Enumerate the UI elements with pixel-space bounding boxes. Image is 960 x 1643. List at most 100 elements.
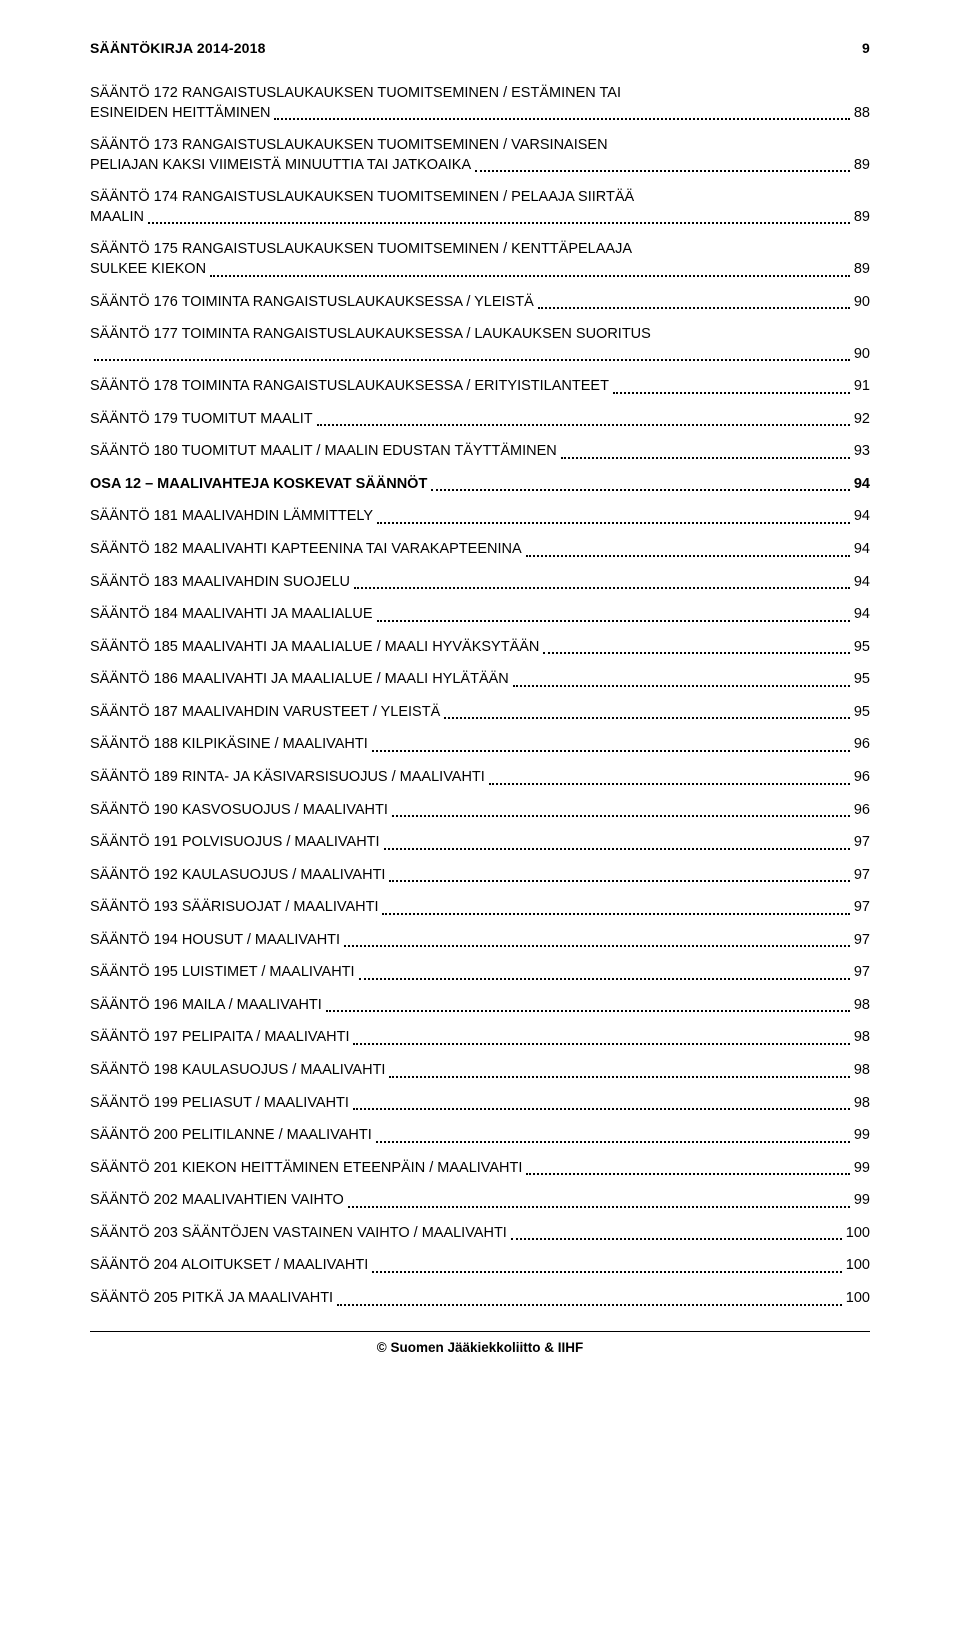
toc-entry-line2-row: MAALIN89 bbox=[90, 208, 870, 228]
toc-entry-label: SÄÄNTÖ 196 MAILA / MAALIVAHTI bbox=[90, 996, 322, 1016]
toc-leader bbox=[389, 1076, 849, 1078]
toc-entry-page: 95 bbox=[854, 670, 870, 690]
toc-leader bbox=[274, 118, 849, 120]
toc-leader bbox=[348, 1206, 850, 1208]
toc-entry: SÄÄNTÖ 190 KASVOSUOJUS / MAALIVAHTI96 bbox=[90, 801, 870, 821]
toc-entry-label: SÄÄNTÖ 198 KAULASUOJUS / MAALIVAHTI bbox=[90, 1061, 385, 1081]
toc-leader bbox=[337, 1304, 842, 1306]
toc-entry-page: 90 bbox=[854, 345, 870, 365]
toc-entry-page: 93 bbox=[854, 442, 870, 462]
toc-entry-page: 97 bbox=[854, 898, 870, 918]
toc-leader bbox=[94, 359, 850, 361]
toc-entry-label: SÄÄNTÖ 192 KAULASUOJUS / MAALIVAHTI bbox=[90, 866, 385, 886]
toc-entry-page: 94 bbox=[854, 573, 870, 593]
toc-entry-label: SÄÄNTÖ 197 PELIPAITA / MAALIVAHTI bbox=[90, 1028, 349, 1048]
toc-entry-label: SÄÄNTÖ 205 PITKÄ JA MAALIVAHTI bbox=[90, 1289, 333, 1309]
toc-entry-page: 99 bbox=[854, 1126, 870, 1146]
toc-leader bbox=[489, 783, 850, 785]
toc-leader bbox=[148, 222, 850, 224]
toc-entry-page: 98 bbox=[854, 996, 870, 1016]
toc-leader bbox=[326, 1010, 850, 1012]
toc-leader bbox=[475, 170, 850, 172]
toc-leader bbox=[384, 848, 850, 850]
toc-entry-page: 96 bbox=[854, 768, 870, 788]
toc-entry-page: 97 bbox=[854, 866, 870, 886]
toc-entry-page: 88 bbox=[854, 104, 870, 124]
toc-leader bbox=[359, 978, 850, 980]
toc-leader bbox=[526, 1173, 849, 1175]
toc-entry-label: SÄÄNTÖ 176 TOIMINTA RANGAISTUSLAUKAUKSES… bbox=[90, 293, 534, 313]
toc-entry: SÄÄNTÖ 173 RANGAISTUSLAUKAUKSEN TUOMITSE… bbox=[90, 136, 870, 175]
toc-entry: SÄÄNTÖ 200 PELITILANNE / MAALIVAHTI99 bbox=[90, 1126, 870, 1146]
toc-entry-label: SÄÄNTÖ 203 SÄÄNTÖJEN VASTAINEN VAIHTO / … bbox=[90, 1224, 507, 1244]
toc-entry-label: SÄÄNTÖ 187 MAALIVAHDIN VARUSTEET / YLEIS… bbox=[90, 703, 440, 723]
footer-rule bbox=[90, 1331, 870, 1332]
toc-entry-line2: ESINEIDEN HEITTÄMINEN bbox=[90, 104, 270, 124]
page-header: SÄÄNTÖKIRJA 2014-2018 9 bbox=[90, 40, 870, 56]
toc-entry: SÄÄNTÖ 194 HOUSUT / MAALIVAHTI97 bbox=[90, 931, 870, 951]
toc-entry-page: 99 bbox=[854, 1159, 870, 1179]
toc-leader bbox=[372, 1271, 842, 1273]
toc-entry: SÄÄNTÖ 202 MAALIVAHTIEN VAIHTO99 bbox=[90, 1191, 870, 1211]
toc-leader bbox=[538, 307, 850, 309]
toc-leader bbox=[444, 717, 850, 719]
toc-entry: SÄÄNTÖ 203 SÄÄNTÖJEN VASTAINEN VAIHTO / … bbox=[90, 1224, 870, 1244]
toc-entry-label: SÄÄNTÖ 193 SÄÄRISUOJAT / MAALIVAHTI bbox=[90, 898, 378, 918]
toc-entry-page: 94 bbox=[854, 605, 870, 625]
toc-entry-label: SÄÄNTÖ 189 RINTA- JA KÄSIVARSISUOJUS / M… bbox=[90, 768, 485, 788]
toc-leader bbox=[372, 750, 850, 752]
toc-leader bbox=[431, 489, 850, 491]
toc-entry-label: SÄÄNTÖ 201 KIEKON HEITTÄMINEN ETEENPÄIN … bbox=[90, 1159, 522, 1179]
toc-entry-label: SÄÄNTÖ 178 TOIMINTA RANGAISTUSLAUKAUKSES… bbox=[90, 377, 609, 397]
toc-entry-label: SÄÄNTÖ 185 MAALIVAHTI JA MAALIALUE / MAA… bbox=[90, 638, 539, 658]
toc-leader bbox=[317, 424, 850, 426]
toc-entry-line1: SÄÄNTÖ 175 RANGAISTUSLAUKAUKSEN TUOMITSE… bbox=[90, 240, 870, 260]
toc-entry: SÄÄNTÖ 196 MAILA / MAALIVAHTI 98 bbox=[90, 996, 870, 1016]
toc-entry-line1: SÄÄNTÖ 174 RANGAISTUSLAUKAUKSEN TUOMITSE… bbox=[90, 188, 870, 208]
toc-entry: OSA 12 – MAALIVAHTEJA KOSKEVAT SÄÄNNÖT94 bbox=[90, 475, 870, 495]
toc-entry: SÄÄNTÖ 195 LUISTIMET / MAALIVAHTI 97 bbox=[90, 963, 870, 983]
toc-leader bbox=[561, 457, 850, 459]
toc-entry-page: 95 bbox=[854, 703, 870, 723]
toc-entry-line2-row: SULKEE KIEKON89 bbox=[90, 260, 870, 280]
toc-entry: SÄÄNTÖ 180 TUOMITUT MAALIT / MAALIN EDUS… bbox=[90, 442, 870, 462]
toc-leader bbox=[353, 1043, 849, 1045]
toc-entry-page: 89 bbox=[854, 208, 870, 228]
toc-entry: SÄÄNTÖ 174 RANGAISTUSLAUKAUKSEN TUOMITSE… bbox=[90, 188, 870, 227]
toc-entry-page: 90 bbox=[854, 293, 870, 313]
toc-entry: SÄÄNTÖ 178 TOIMINTA RANGAISTUSLAUKAUKSES… bbox=[90, 377, 870, 397]
toc-entry: SÄÄNTÖ 189 RINTA- JA KÄSIVARSISUOJUS / M… bbox=[90, 768, 870, 788]
toc-entry: SÄÄNTÖ 186 MAALIVAHTI JA MAALIALUE / MAA… bbox=[90, 670, 870, 690]
toc-entry: SÄÄNTÖ 172 RANGAISTUSLAUKAUKSEN TUOMITSE… bbox=[90, 84, 870, 123]
toc-leader bbox=[392, 815, 850, 817]
toc-entry-page: 100 bbox=[846, 1224, 870, 1244]
toc-entry: SÄÄNTÖ 185 MAALIVAHTI JA MAALIALUE / MAA… bbox=[90, 638, 870, 658]
toc-leader bbox=[513, 685, 850, 687]
toc-leader bbox=[353, 1108, 850, 1110]
toc-entry-label: SÄÄNTÖ 204 ALOITUKSET / MAALIVAHTI bbox=[90, 1256, 368, 1276]
header-title: SÄÄNTÖKIRJA 2014-2018 bbox=[90, 40, 266, 56]
toc-entry-label: SÄÄNTÖ 195 LUISTIMET / MAALIVAHTI bbox=[90, 963, 355, 983]
toc-leader bbox=[210, 275, 850, 277]
toc-entry: SÄÄNTÖ 182 MAALIVAHTI KAPTEENINA TAI VAR… bbox=[90, 540, 870, 560]
toc-entry-page: 96 bbox=[854, 801, 870, 821]
toc-entry-label: OSA 12 – MAALIVAHTEJA KOSKEVAT SÄÄNNÖT bbox=[90, 475, 427, 495]
toc-leader bbox=[543, 652, 849, 654]
toc-entry-page: 100 bbox=[846, 1289, 870, 1309]
toc-entry-page: 97 bbox=[854, 963, 870, 983]
toc-leader bbox=[377, 620, 850, 622]
toc-entry-line2: SULKEE KIEKON bbox=[90, 260, 206, 280]
toc-entry-label: SÄÄNTÖ 194 HOUSUT / MAALIVAHTI bbox=[90, 931, 340, 951]
toc-entry: SÄÄNTÖ 197 PELIPAITA / MAALIVAHTI98 bbox=[90, 1028, 870, 1048]
toc-entry-label: SÄÄNTÖ 179 TUOMITUT MAALIT bbox=[90, 410, 313, 430]
toc-entry-label: SÄÄNTÖ 202 MAALIVAHTIEN VAIHTO bbox=[90, 1191, 344, 1211]
toc-entry-page: 94 bbox=[854, 507, 870, 527]
toc-entry-label: SÄÄNTÖ 180 TUOMITUT MAALIT / MAALIN EDUS… bbox=[90, 442, 557, 462]
toc-entry-label: SÄÄNTÖ 181 MAALIVAHDIN LÄMMITTELY bbox=[90, 507, 373, 527]
toc-leader bbox=[382, 913, 849, 915]
toc-entry-line1: SÄÄNTÖ 177 TOIMINTA RANGAISTUSLAUKAUKSES… bbox=[90, 325, 870, 345]
toc-leader bbox=[526, 555, 850, 557]
toc-entry: SÄÄNTÖ 204 ALOITUKSET / MAALIVAHTI100 bbox=[90, 1256, 870, 1276]
toc-entry: SÄÄNTÖ 179 TUOMITUT MAALIT92 bbox=[90, 410, 870, 430]
toc-leader bbox=[377, 522, 850, 524]
